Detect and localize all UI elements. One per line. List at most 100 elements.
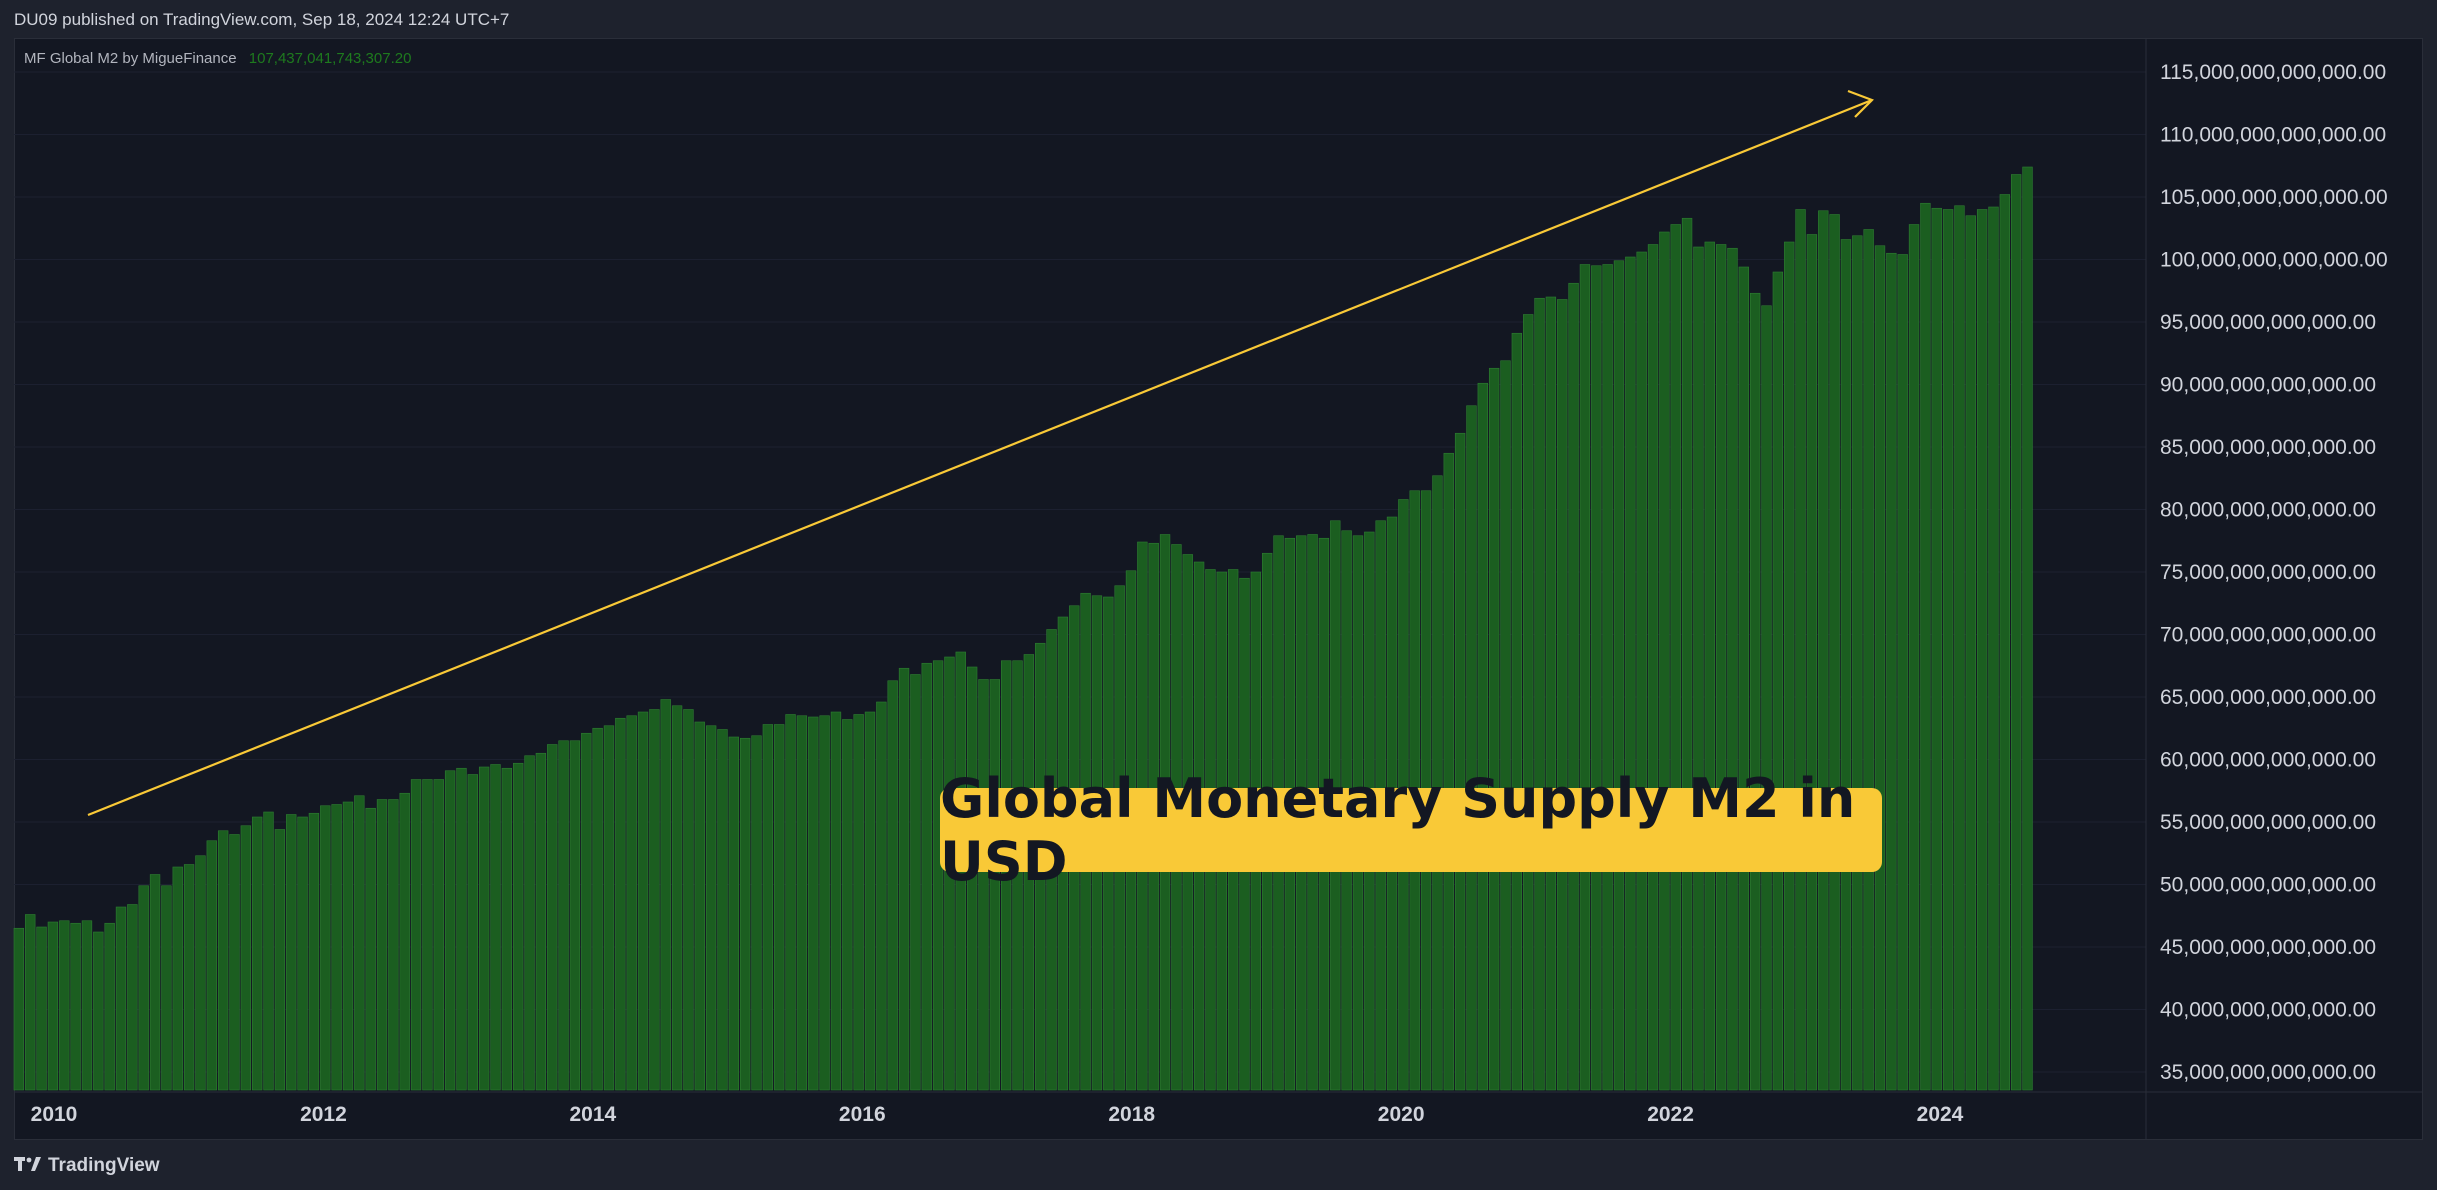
bar[interactable] <box>717 729 728 1091</box>
bar[interactable] <box>104 922 115 1091</box>
bar[interactable] <box>626 715 637 1091</box>
bar[interactable] <box>524 755 535 1091</box>
bar[interactable] <box>501 767 513 1091</box>
bar[interactable] <box>36 926 47 1091</box>
bar[interactable] <box>547 744 558 1091</box>
bar[interactable] <box>569 740 581 1091</box>
bar[interactable] <box>751 735 762 1091</box>
bar[interactable] <box>535 752 547 1091</box>
bar[interactable] <box>853 714 864 1091</box>
bar[interactable] <box>637 711 649 1091</box>
bar[interactable] <box>161 885 172 1091</box>
bar[interactable] <box>1432 475 1443 1091</box>
bar[interactable] <box>490 764 501 1091</box>
bar[interactable] <box>467 774 478 1091</box>
bar[interactable] <box>456 767 467 1091</box>
bar[interactable] <box>138 885 149 1091</box>
bar[interactable] <box>252 816 263 1091</box>
bar[interactable] <box>592 727 603 1091</box>
time-scale[interactable]: 2010 2012 2014 2016 2018 2020 2022 2024 <box>31 1103 1964 1126</box>
bar[interactable] <box>728 736 739 1091</box>
bar[interactable] <box>1999 194 2011 1091</box>
bar[interactable] <box>217 830 229 1091</box>
bar[interactable] <box>978 679 989 1091</box>
bar[interactable] <box>1976 209 1988 1091</box>
bar[interactable] <box>921 662 932 1091</box>
bar[interactable] <box>1942 209 1954 1091</box>
bar[interactable] <box>81 920 93 1091</box>
bar[interactable] <box>388 799 399 1091</box>
bar[interactable] <box>1636 251 1647 1091</box>
bar[interactable] <box>410 779 422 1091</box>
tradingview-brand[interactable]: TradingView <box>14 1155 160 1177</box>
bar[interactable] <box>819 715 830 1091</box>
bar[interactable] <box>229 834 240 1091</box>
bar[interactable] <box>683 709 694 1091</box>
bar[interactable] <box>365 807 376 1091</box>
bar[interactable] <box>1704 241 1715 1091</box>
bar[interactable] <box>830 711 842 1091</box>
bar[interactable] <box>649 709 660 1091</box>
bar[interactable] <box>898 667 910 1091</box>
bar[interactable] <box>808 716 819 1091</box>
bar[interactable] <box>13 927 25 1091</box>
bar[interactable] <box>297 816 308 1091</box>
bar[interactable] <box>615 717 626 1091</box>
bar[interactable] <box>1693 246 1704 1091</box>
bar[interactable] <box>342 801 354 1091</box>
bar[interactable] <box>2022 166 2033 1091</box>
bar[interactable] <box>876 701 887 1091</box>
bar[interactable] <box>25 914 36 1091</box>
bar[interactable] <box>842 719 853 1091</box>
indicator-legend[interactable]: MF Global M2 by MigueFinance 107,437,041… <box>24 50 411 67</box>
bar[interactable] <box>422 779 433 1091</box>
bar[interactable] <box>1897 254 1908 1091</box>
bar[interactable] <box>1659 231 1670 1091</box>
bar[interactable] <box>1806 234 1818 1091</box>
bar[interactable] <box>966 666 978 1091</box>
bar[interactable] <box>1772 271 1784 1091</box>
bar[interactable] <box>671 705 683 1091</box>
bar[interactable] <box>1443 452 1454 1091</box>
bar[interactable] <box>660 699 671 1091</box>
bar[interactable] <box>944 656 955 1091</box>
bar[interactable] <box>1749 292 1761 1091</box>
bar[interactable] <box>705 725 717 1091</box>
bar[interactable] <box>1523 314 1534 1091</box>
bar[interactable] <box>932 660 944 1091</box>
bar[interactable] <box>183 864 195 1091</box>
bar[interactable] <box>1477 382 1488 1091</box>
bar[interactable] <box>1557 299 1568 1091</box>
bar[interactable] <box>513 762 524 1091</box>
bar[interactable] <box>774 724 785 1091</box>
bar[interactable] <box>1795 209 1806 1091</box>
bar[interactable] <box>320 805 331 1091</box>
price-scale[interactable]: 35,000,000,000,000.00 40,000,000,000,000.… <box>2160 61 2388 1084</box>
bar[interactable] <box>195 855 206 1091</box>
bar[interactable] <box>1931 207 1942 1091</box>
bar[interactable] <box>263 811 274 1091</box>
bar[interactable] <box>581 732 592 1091</box>
bar[interactable] <box>1647 244 1659 1091</box>
bar[interactable] <box>1863 229 1874 1091</box>
bar[interactable] <box>1761 305 1772 1091</box>
bar[interactable] <box>240 825 252 1091</box>
bar[interactable] <box>603 725 615 1091</box>
bar[interactable] <box>1829 214 1840 1091</box>
bar[interactable] <box>1602 264 1613 1091</box>
bar[interactable] <box>1818 210 1829 1091</box>
bar[interactable] <box>1852 235 1863 1091</box>
bar[interactable] <box>433 779 444 1091</box>
bar[interactable] <box>354 795 365 1091</box>
bar[interactable] <box>796 715 808 1091</box>
bar[interactable] <box>989 679 1001 1091</box>
bar[interactable] <box>1000 660 1012 1091</box>
bar[interactable] <box>1840 239 1852 1091</box>
bar[interactable] <box>376 799 388 1091</box>
bar[interactable] <box>1625 256 1636 1091</box>
bar[interactable] <box>1908 224 1920 1091</box>
bar[interactable] <box>1727 247 1738 1091</box>
bar[interactable] <box>1466 405 1477 1091</box>
bar[interactable] <box>1500 360 1511 1091</box>
